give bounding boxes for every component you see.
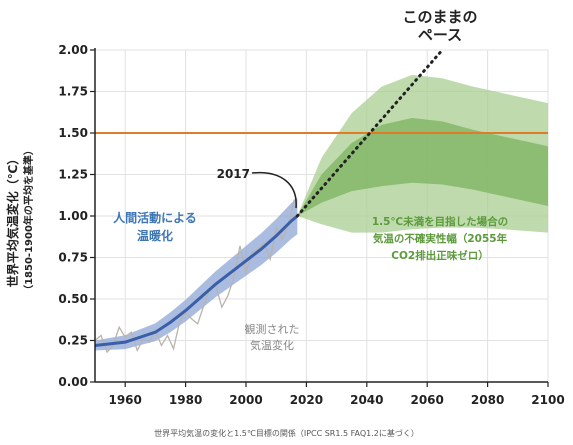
x-tick-label: 2100 — [531, 393, 564, 407]
series-lines — [94, 48, 548, 354]
x-tick-label: 2080 — [471, 393, 504, 407]
human-warming-label: 人間活動による — [113, 210, 197, 225]
x-tick-label: 2060 — [410, 393, 443, 407]
human-warming-line — [94, 214, 299, 347]
y-tick-label: 1.75 — [58, 85, 88, 99]
observed-label: 気温変化 — [250, 338, 294, 352]
y-tick-label: 2.00 — [58, 43, 88, 57]
year-2017-label: 2017 — [217, 167, 250, 181]
observed-label: 観測された — [245, 322, 300, 336]
year-2017-pointer — [251, 171, 297, 209]
current-pace-dotted-line — [295, 48, 444, 218]
y-tick-label: 0.00 — [58, 375, 88, 389]
scenario-label: CO2排出正味ゼロ） — [391, 249, 488, 262]
figure-caption: 世界平均気温の変化と1.5℃目標の関係（IPCC SR1.5 FAQ1.2に基づ… — [154, 429, 419, 438]
axes — [90, 48, 549, 387]
x-tick-label: 2020 — [290, 393, 323, 407]
observed-series-line — [94, 199, 295, 354]
this-pace-label: ペース — [418, 26, 462, 44]
x-tick-label: 2040 — [350, 393, 383, 407]
human-warming-label: 温暖化 — [137, 228, 173, 243]
scenario-label: 1.5℃未満を目指した場合の — [372, 215, 508, 228]
y-tick-label: 1.50 — [58, 126, 88, 140]
y-axis-label: 世界平均気温変化（℃） — [5, 153, 20, 288]
this-pace-label: このままの — [402, 8, 477, 26]
y-tick-label: 1.00 — [58, 209, 88, 223]
tick-labels: 0.00 0.25 0.50 0.75 1.00 1.25 1.50 1.75 2.00 1960… — [58, 43, 564, 407]
scenario-label: 気温の不確実性幅（2055年 — [372, 232, 508, 245]
y-tick-label: 0.50 — [58, 292, 88, 306]
x-tick-label: 1980 — [169, 393, 202, 407]
x-tick-label: 2000 — [229, 393, 262, 407]
y-tick-label: 0.75 — [58, 251, 88, 265]
y-tick-label: 0.25 — [58, 334, 88, 348]
x-tick-label: 1960 — [108, 393, 141, 407]
y-tick-label: 1.25 — [58, 168, 88, 182]
y-axis-sublabel: （1850-1900年の平均を基準） — [22, 145, 35, 295]
